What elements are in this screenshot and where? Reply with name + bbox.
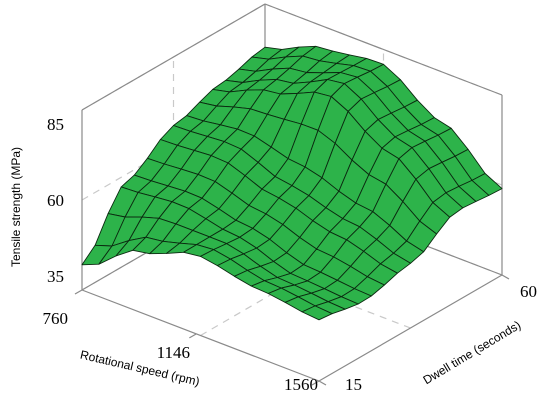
- z-axis-label: Tensile strength (MPa): [9, 147, 23, 267]
- y-tick-mark: [501, 274, 510, 280]
- y-axis-label: Dwell time (seconds): [421, 318, 524, 387]
- surface-mesh: [81, 45, 503, 321]
- z-tick-85: 85: [47, 115, 64, 134]
- z-tick-60: 60: [47, 191, 64, 210]
- y-tick-60: 60: [520, 282, 537, 301]
- x-tick-760: 760: [43, 309, 69, 328]
- axis-edge: [318, 274, 503, 382]
- surface-cell: [301, 305, 333, 321]
- axis-edge: [81, 3, 266, 111]
- x-tick-1560: 1560: [284, 375, 318, 394]
- axis-edge: [81, 289, 320, 382]
- y-tick-15: 15: [345, 375, 362, 394]
- x-tick-mark: [74, 289, 83, 295]
- x-tick-1146: 1146: [157, 343, 190, 362]
- y-tick-mark: [318, 380, 327, 386]
- z-tick-35: 35: [47, 267, 64, 286]
- axis-edge: [264, 3, 503, 96]
- x-tick-mark: [189, 333, 197, 339]
- x-tick-mark: [311, 380, 320, 386]
